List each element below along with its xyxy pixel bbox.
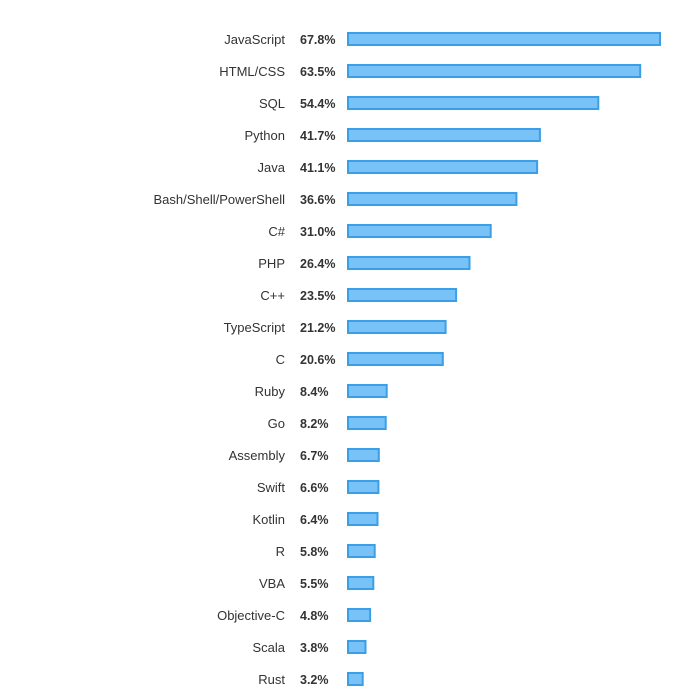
category-label: Objective-C xyxy=(217,608,285,623)
bar xyxy=(347,608,372,622)
value-label: 5.8% xyxy=(300,545,329,559)
category-label: Java xyxy=(258,160,286,175)
value-label: 36.6% xyxy=(300,193,335,207)
value-label: 23.5% xyxy=(300,289,335,303)
bar-row-swift: Swift 6.6% xyxy=(257,480,380,495)
value-label: 5.5% xyxy=(300,577,329,591)
category-label: PHP xyxy=(258,256,285,271)
bar-row-javascript: JavaScript 67.8% xyxy=(224,32,661,47)
value-label: 20.6% xyxy=(300,353,335,367)
bar-row-c: C++ 23.5% xyxy=(260,288,458,303)
category-label: C++ xyxy=(260,288,285,303)
bar xyxy=(347,64,642,78)
value-label: 3.2% xyxy=(300,673,329,687)
value-label: 8.4% xyxy=(300,385,329,399)
bar-row-go: Go 8.2% xyxy=(268,416,387,431)
value-label: 3.8% xyxy=(300,641,329,655)
bar xyxy=(347,512,379,526)
bar-row-r: R 5.8% xyxy=(276,544,376,559)
category-label: Go xyxy=(268,416,285,431)
bar-row-kotlin: Kotlin 6.4% xyxy=(252,512,379,527)
category-label: Kotlin xyxy=(252,512,285,527)
category-label: JavaScript xyxy=(224,32,285,47)
value-label: 41.7% xyxy=(300,129,335,143)
bar-row-rust: Rust 3.2% xyxy=(258,672,364,687)
bar xyxy=(347,320,447,334)
value-label: 6.4% xyxy=(300,513,329,527)
category-label: Bash/Shell/PowerShell xyxy=(153,192,285,207)
bar xyxy=(347,544,376,558)
value-label: 67.8% xyxy=(300,33,335,47)
bar xyxy=(347,384,388,398)
bar-row-typescript: TypeScript 21.2% xyxy=(224,320,447,335)
bar xyxy=(347,352,444,366)
bar-row-python: Python 41.7% xyxy=(245,128,541,143)
value-label: 6.6% xyxy=(300,481,329,495)
value-label: 41.1% xyxy=(300,161,335,175)
category-label: Swift xyxy=(257,480,286,495)
bar-row-c: C 20.6% xyxy=(276,352,444,367)
category-label: Assembly xyxy=(229,448,286,463)
category-label: Rust xyxy=(258,672,285,687)
value-label: 4.8% xyxy=(300,609,329,623)
bar-row-bash-shell-powershell: Bash/Shell/PowerShell 36.6% xyxy=(153,192,518,207)
bar xyxy=(347,672,364,686)
bar-row-objective-c: Objective-C 4.8% xyxy=(217,608,372,623)
category-label: Python xyxy=(245,128,285,143)
bar-row-c: C# 31.0% xyxy=(268,224,492,239)
category-label: R xyxy=(276,544,285,559)
category-label: SQL xyxy=(259,96,285,111)
category-label: HTML/CSS xyxy=(219,64,285,79)
category-label: Ruby xyxy=(255,384,286,399)
value-label: 31.0% xyxy=(300,225,335,239)
bar xyxy=(347,288,458,302)
value-label: 21.2% xyxy=(300,321,335,335)
bar xyxy=(347,160,539,174)
bar xyxy=(347,96,600,110)
bar-row-sql: SQL 54.4% xyxy=(259,96,600,111)
category-label: C xyxy=(276,352,285,367)
bar xyxy=(347,448,380,462)
bar-row-java: Java 41.1% xyxy=(258,160,539,175)
bar xyxy=(347,32,661,46)
category-label: C# xyxy=(268,224,285,239)
bar xyxy=(347,576,375,590)
value-label: 26.4% xyxy=(300,257,335,271)
value-label: 54.4% xyxy=(300,97,335,111)
bar xyxy=(347,256,471,270)
value-label: 63.5% xyxy=(300,65,335,79)
value-label: 6.7% xyxy=(300,449,329,463)
bar-row-html-css: HTML/CSS 63.5% xyxy=(219,64,642,79)
bar-row-php: PHP 26.4% xyxy=(258,256,471,271)
bar-row-ruby: Ruby 8.4% xyxy=(255,384,388,399)
category-label: TypeScript xyxy=(224,320,286,335)
category-label: VBA xyxy=(259,576,285,591)
bar xyxy=(347,128,541,142)
bar-row-vba: VBA 5.5% xyxy=(259,576,375,591)
bar xyxy=(347,224,492,238)
bar xyxy=(347,192,518,206)
value-label: 8.2% xyxy=(300,417,329,431)
bar-row-scala: Scala 3.8% xyxy=(252,640,367,655)
category-label: Scala xyxy=(252,640,285,655)
bar xyxy=(347,640,367,654)
bar-row-assembly: Assembly 6.7% xyxy=(229,448,380,463)
bar xyxy=(347,480,380,494)
bar xyxy=(347,416,387,430)
